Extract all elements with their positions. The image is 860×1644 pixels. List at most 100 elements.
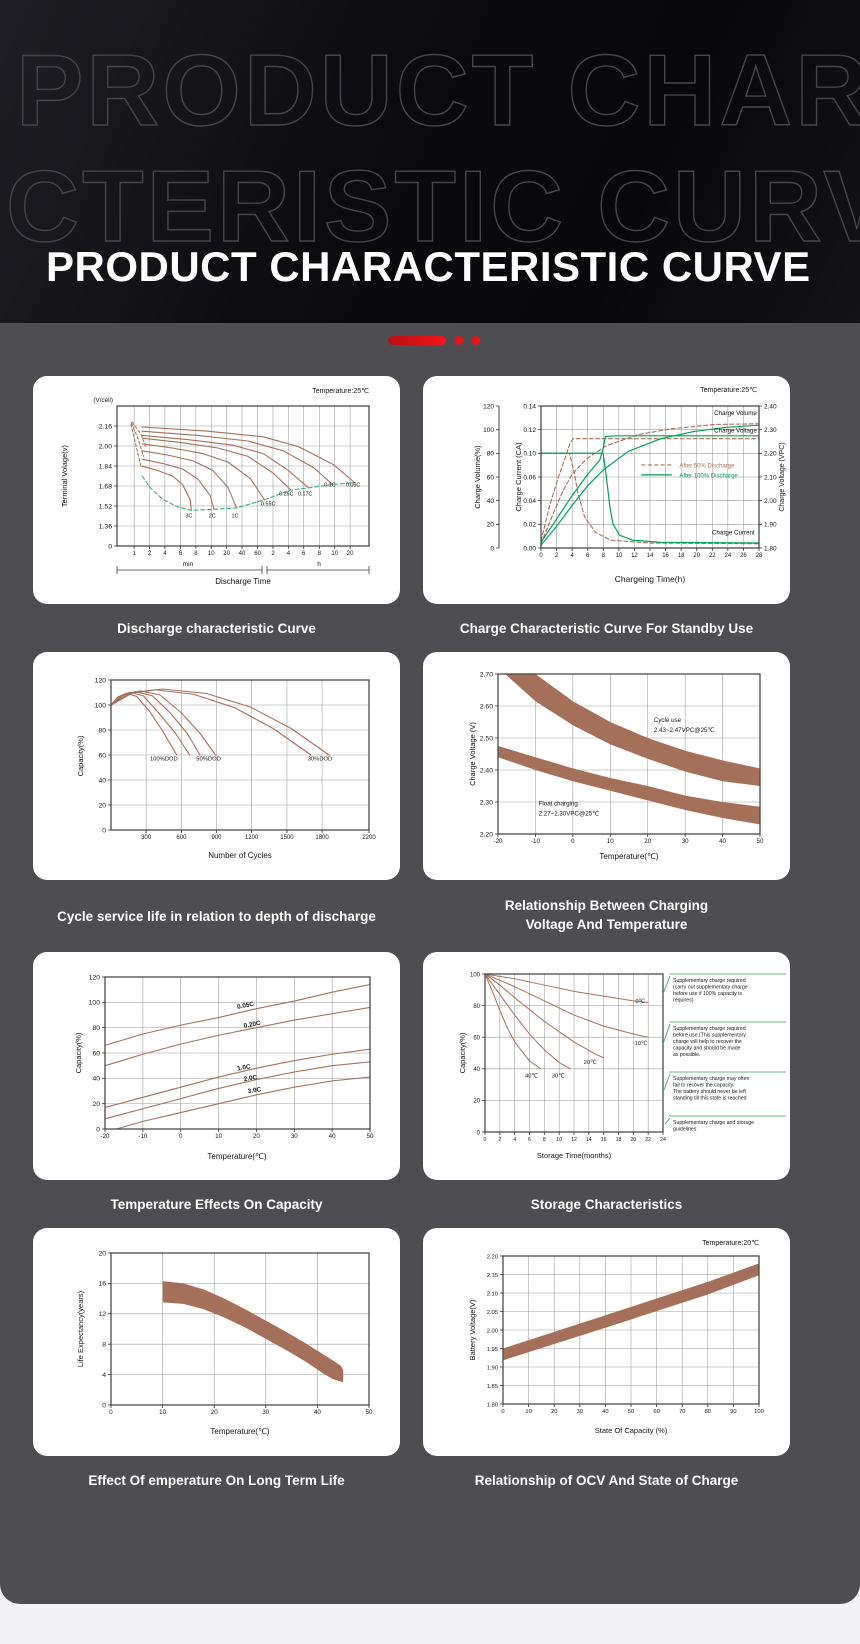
svg-text:After 100% Discharge: After 100% Discharge — [679, 473, 738, 479]
accent-dot-1 — [454, 336, 463, 345]
svg-text:Charge Voltage (VPC): Charge Voltage (VPC) — [779, 442, 786, 511]
svg-text:10: 10 — [607, 838, 614, 845]
chart-card-charging-voltage-temperature: -20 -10 0 10 20 30 40 50 2.20 2.30 2.40 2.50 2.60 2.7… — [423, 652, 790, 952]
svg-text:4: 4 — [513, 1137, 516, 1143]
chart-caption: Discharge characteristic Curve — [33, 604, 400, 652]
svg-text:0: 0 — [484, 1137, 487, 1143]
chart-card-discharge: 1 2 4 6 8 10 20 40 60 2 4 6 8 10 20 0 1.36 1.52 1.68 1.84 2.… — [33, 376, 400, 652]
svg-text:8: 8 — [102, 1342, 106, 1349]
svg-text:30℃: 30℃ — [552, 1072, 565, 1079]
header-banner: PRODUCT CHARA CTERISTIC CURVE PRODUCT CH… — [0, 0, 860, 323]
svg-text:30%DOD: 30%DOD — [308, 757, 332, 763]
svg-text:0.12: 0.12 — [523, 427, 536, 434]
accent-dot-2 — [471, 336, 480, 345]
svg-text:14: 14 — [586, 1137, 592, 1143]
svg-text:0: 0 — [490, 545, 494, 552]
svg-text:Temperature:20℃: Temperature:20℃ — [702, 1240, 759, 1247]
svg-text:1.85: 1.85 — [487, 1384, 498, 1390]
svg-text:60: 60 — [98, 752, 106, 759]
svg-text:2.05: 2.05 — [487, 1310, 498, 1316]
svg-text:26: 26 — [740, 553, 747, 559]
svg-text:0: 0 — [571, 838, 575, 845]
svg-text:0.1C: 0.1C — [324, 483, 335, 489]
svg-text:-20: -20 — [101, 1133, 111, 1140]
svg-text:Supplementary charge required(: Supplementary charge required (carry out … — [673, 978, 748, 1004]
svg-text:0.25C: 0.25C — [279, 492, 293, 498]
svg-text:2.50: 2.50 — [480, 735, 493, 742]
svg-text:40: 40 — [473, 1067, 480, 1073]
svg-text:10: 10 — [331, 551, 338, 557]
svg-text:80: 80 — [98, 727, 106, 734]
svg-text:6: 6 — [179, 551, 183, 557]
svg-text:120: 120 — [89, 974, 101, 981]
chart-card-ocv-soc: 0 10 20 30 40 50 60 70 80 90 100 1.80 1.85 1.90 1.95 2.… — [423, 1228, 790, 1504]
svg-text:10: 10 — [616, 553, 623, 559]
svg-text:20: 20 — [693, 553, 700, 559]
svg-text:0.05C: 0.05C — [237, 1001, 255, 1011]
header-outline-text-1: PRODUCT CHARA — [15, 34, 860, 147]
svg-text:10: 10 — [525, 1409, 531, 1415]
svg-text:60: 60 — [653, 1409, 659, 1415]
svg-text:Storage Time(months): Storage Time(months) — [537, 1151, 612, 1160]
chart-card-storage: 0 2 4 6 8 10 12 14 16 18 20 22 24 0 20 40 60 80 100 0℃ 10℃ 20… — [423, 952, 790, 1228]
svg-text:Temperature:25℃: Temperature:25℃ — [312, 388, 369, 395]
svg-text:1500: 1500 — [280, 835, 294, 841]
svg-text:50: 50 — [757, 838, 764, 845]
svg-text:2: 2 — [498, 1137, 501, 1143]
storage-characteristics-chart: 0 2 4 6 8 10 12 14 16 18 20 22 24 0 20 40 60 80 100 0℃ 10℃ 20… — [423, 952, 790, 1180]
svg-text:20: 20 — [211, 1409, 218, 1416]
svg-text:0.20C: 0.20C — [243, 1020, 261, 1030]
svg-text:Discharge Time: Discharge Time — [215, 577, 271, 586]
svg-text:70: 70 — [679, 1409, 685, 1415]
ocv-state-of-charge-chart: 0 10 20 30 40 50 60 70 80 90 100 1.80 1.85 1.90 1.95 2.… — [423, 1228, 790, 1456]
svg-text:30: 30 — [262, 1409, 269, 1416]
svg-text:2: 2 — [271, 551, 275, 557]
svg-text:40: 40 — [239, 551, 246, 557]
svg-text:0.14: 0.14 — [523, 403, 536, 410]
svg-text:60: 60 — [487, 474, 495, 481]
svg-text:12: 12 — [571, 1137, 577, 1143]
svg-text:0: 0 — [179, 1133, 183, 1140]
svg-text:20: 20 — [644, 838, 651, 845]
svg-text:40: 40 — [92, 1076, 100, 1083]
svg-text:0: 0 — [477, 1130, 481, 1136]
chart-caption: Relationship Between Charging Voltage An… — [423, 880, 790, 952]
temperature-long-term-life-chart: 0 10 20 30 40 50 0 4 8 12 16 20 Life Expectancy(year… — [33, 1228, 400, 1456]
svg-text:2: 2 — [555, 553, 559, 559]
svg-text:28: 28 — [756, 553, 763, 559]
svg-text:40: 40 — [487, 498, 495, 505]
svg-text:2200: 2200 — [362, 835, 376, 841]
svg-text:24: 24 — [660, 1137, 666, 1143]
svg-text:Charge Voltage: Charge Voltage — [714, 427, 757, 434]
svg-text:80: 80 — [92, 1025, 100, 1032]
svg-text:2.00: 2.00 — [487, 1328, 498, 1334]
svg-text:10℃: 10℃ — [635, 1040, 648, 1047]
svg-text:Temperature(℃): Temperature(℃) — [207, 1152, 267, 1161]
svg-text:4: 4 — [163, 551, 167, 557]
svg-text:120: 120 — [483, 403, 494, 410]
svg-text:50: 50 — [366, 1409, 373, 1416]
svg-text:0.04: 0.04 — [523, 498, 536, 505]
content-panel: 1 2 4 6 8 10 20 40 60 2 4 6 8 10 20 0 1.36 1.52 1.68 1.84 2.… — [0, 323, 860, 1604]
svg-text:100: 100 — [483, 427, 494, 434]
svg-text:22: 22 — [709, 553, 716, 559]
svg-text:Capacity(%): Capacity(%) — [76, 735, 85, 776]
svg-text:0: 0 — [539, 553, 543, 559]
svg-text:24: 24 — [725, 553, 732, 559]
svg-text:20: 20 — [98, 1250, 106, 1257]
svg-text:40℃: 40℃ — [525, 1072, 538, 1079]
chart-caption: Cycle service life in relation to depth … — [33, 880, 400, 952]
svg-text:2.00: 2.00 — [99, 443, 112, 450]
svg-text:1.90: 1.90 — [764, 522, 777, 529]
svg-text:0.55C: 0.55C — [261, 501, 275, 507]
chart-card-temperature-capacity: -20 -10 0 10 20 30 40 50 0 20 40 60 80 100 120 0.05C 0.2… — [33, 952, 400, 1228]
charts-grid: 1 2 4 6 8 10 20 40 60 2 4 6 8 10 20 0 1.36 1.52 1.68 1.84 2.… — [33, 376, 827, 1504]
svg-text:After 50% Discharge: After 50% Discharge — [679, 463, 735, 469]
svg-text:2.00: 2.00 — [764, 498, 777, 505]
svg-text:-10: -10 — [531, 838, 541, 845]
svg-text:4: 4 — [570, 553, 574, 559]
svg-text:8: 8 — [318, 551, 322, 557]
svg-text:2.30: 2.30 — [480, 799, 493, 806]
svg-text:2.15: 2.15 — [487, 1273, 498, 1279]
svg-text:2.10: 2.10 — [764, 474, 777, 481]
